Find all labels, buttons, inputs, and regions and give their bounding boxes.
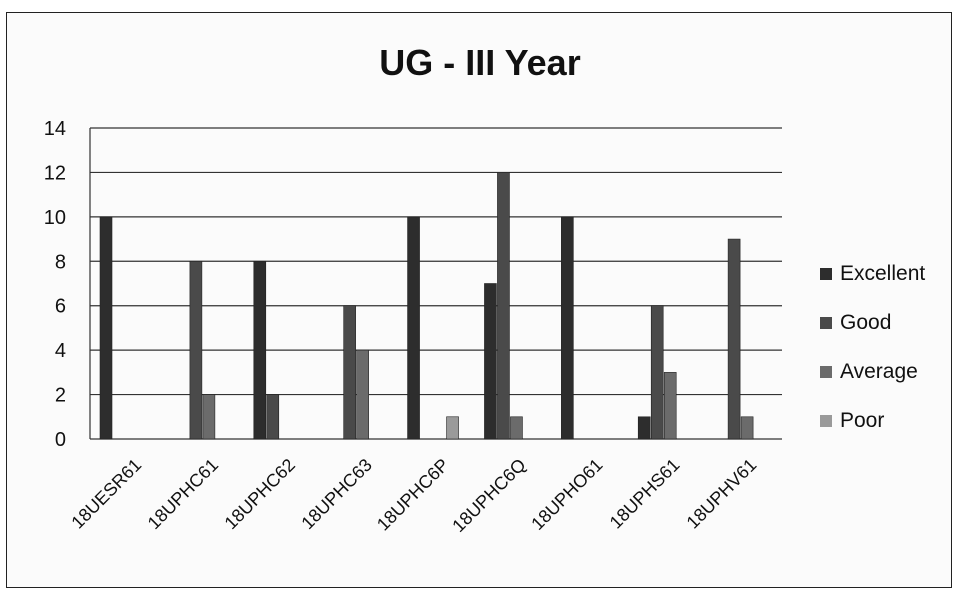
chart-legend: Excellent Good Average Poor — [820, 262, 950, 458]
x-tick-label: 18UPHC6Q — [448, 455, 529, 536]
bar-good — [266, 394, 280, 440]
x-tick-label: 18UESR61 — [67, 455, 145, 533]
legend-label: Good — [840, 311, 892, 334]
bar-good — [497, 172, 510, 440]
bar-excellent — [407, 216, 420, 440]
y-tick-label: 10 — [44, 207, 66, 229]
chart-frame — [6, 12, 952, 588]
bar-excellent — [484, 283, 497, 440]
bar-excellent — [253, 260, 267, 440]
y-tick-label: 0 — [55, 429, 66, 451]
bar-excellent — [637, 416, 651, 440]
legend-label: Poor — [840, 409, 885, 432]
bar-average — [202, 394, 216, 440]
legend-swatch — [820, 415, 832, 427]
y-tick-label: 14 — [44, 118, 66, 140]
bar-average — [356, 349, 369, 440]
bar-average — [663, 372, 677, 440]
y-tick-label: 12 — [44, 162, 66, 184]
legend-item-good: Good — [820, 311, 950, 335]
x-tick-label: 18UPHC61 — [144, 455, 223, 534]
bar-average — [510, 416, 523, 440]
legend-label: Excellent — [840, 262, 926, 285]
bar-good — [727, 238, 741, 440]
x-tick-label: 18UPHV61 — [683, 455, 761, 533]
legend-swatch — [820, 268, 832, 280]
bar-good — [650, 305, 664, 440]
x-tick-label: 18UPHO61 — [527, 455, 606, 534]
x-tick-label: 18UPHC63 — [297, 455, 376, 534]
x-tick-label: 18UPHC62 — [221, 455, 300, 534]
bar-excellent — [99, 216, 113, 440]
legend-swatch — [820, 317, 832, 329]
y-tick-label: 8 — [55, 251, 66, 273]
y-tick-label: 2 — [55, 385, 66, 407]
legend-swatch — [820, 366, 832, 378]
x-tick-label: 18UPHC6P — [373, 455, 453, 535]
bar-excellent — [561, 216, 574, 440]
bar-poor — [446, 416, 459, 440]
y-tick-label: 4 — [55, 340, 66, 362]
y-tick-label: 6 — [55, 296, 66, 318]
legend-item-excellent: Excellent — [820, 262, 950, 286]
legend-label: Average — [840, 360, 918, 383]
bar-good — [189, 260, 203, 440]
bar-good — [343, 305, 356, 440]
x-tick-label: 18UPHS61 — [606, 455, 684, 533]
bar-average — [740, 416, 754, 440]
chart-title: UG - III Year — [379, 42, 581, 83]
legend-item-poor: Poor — [820, 409, 950, 433]
legend-item-average: Average — [820, 360, 950, 384]
